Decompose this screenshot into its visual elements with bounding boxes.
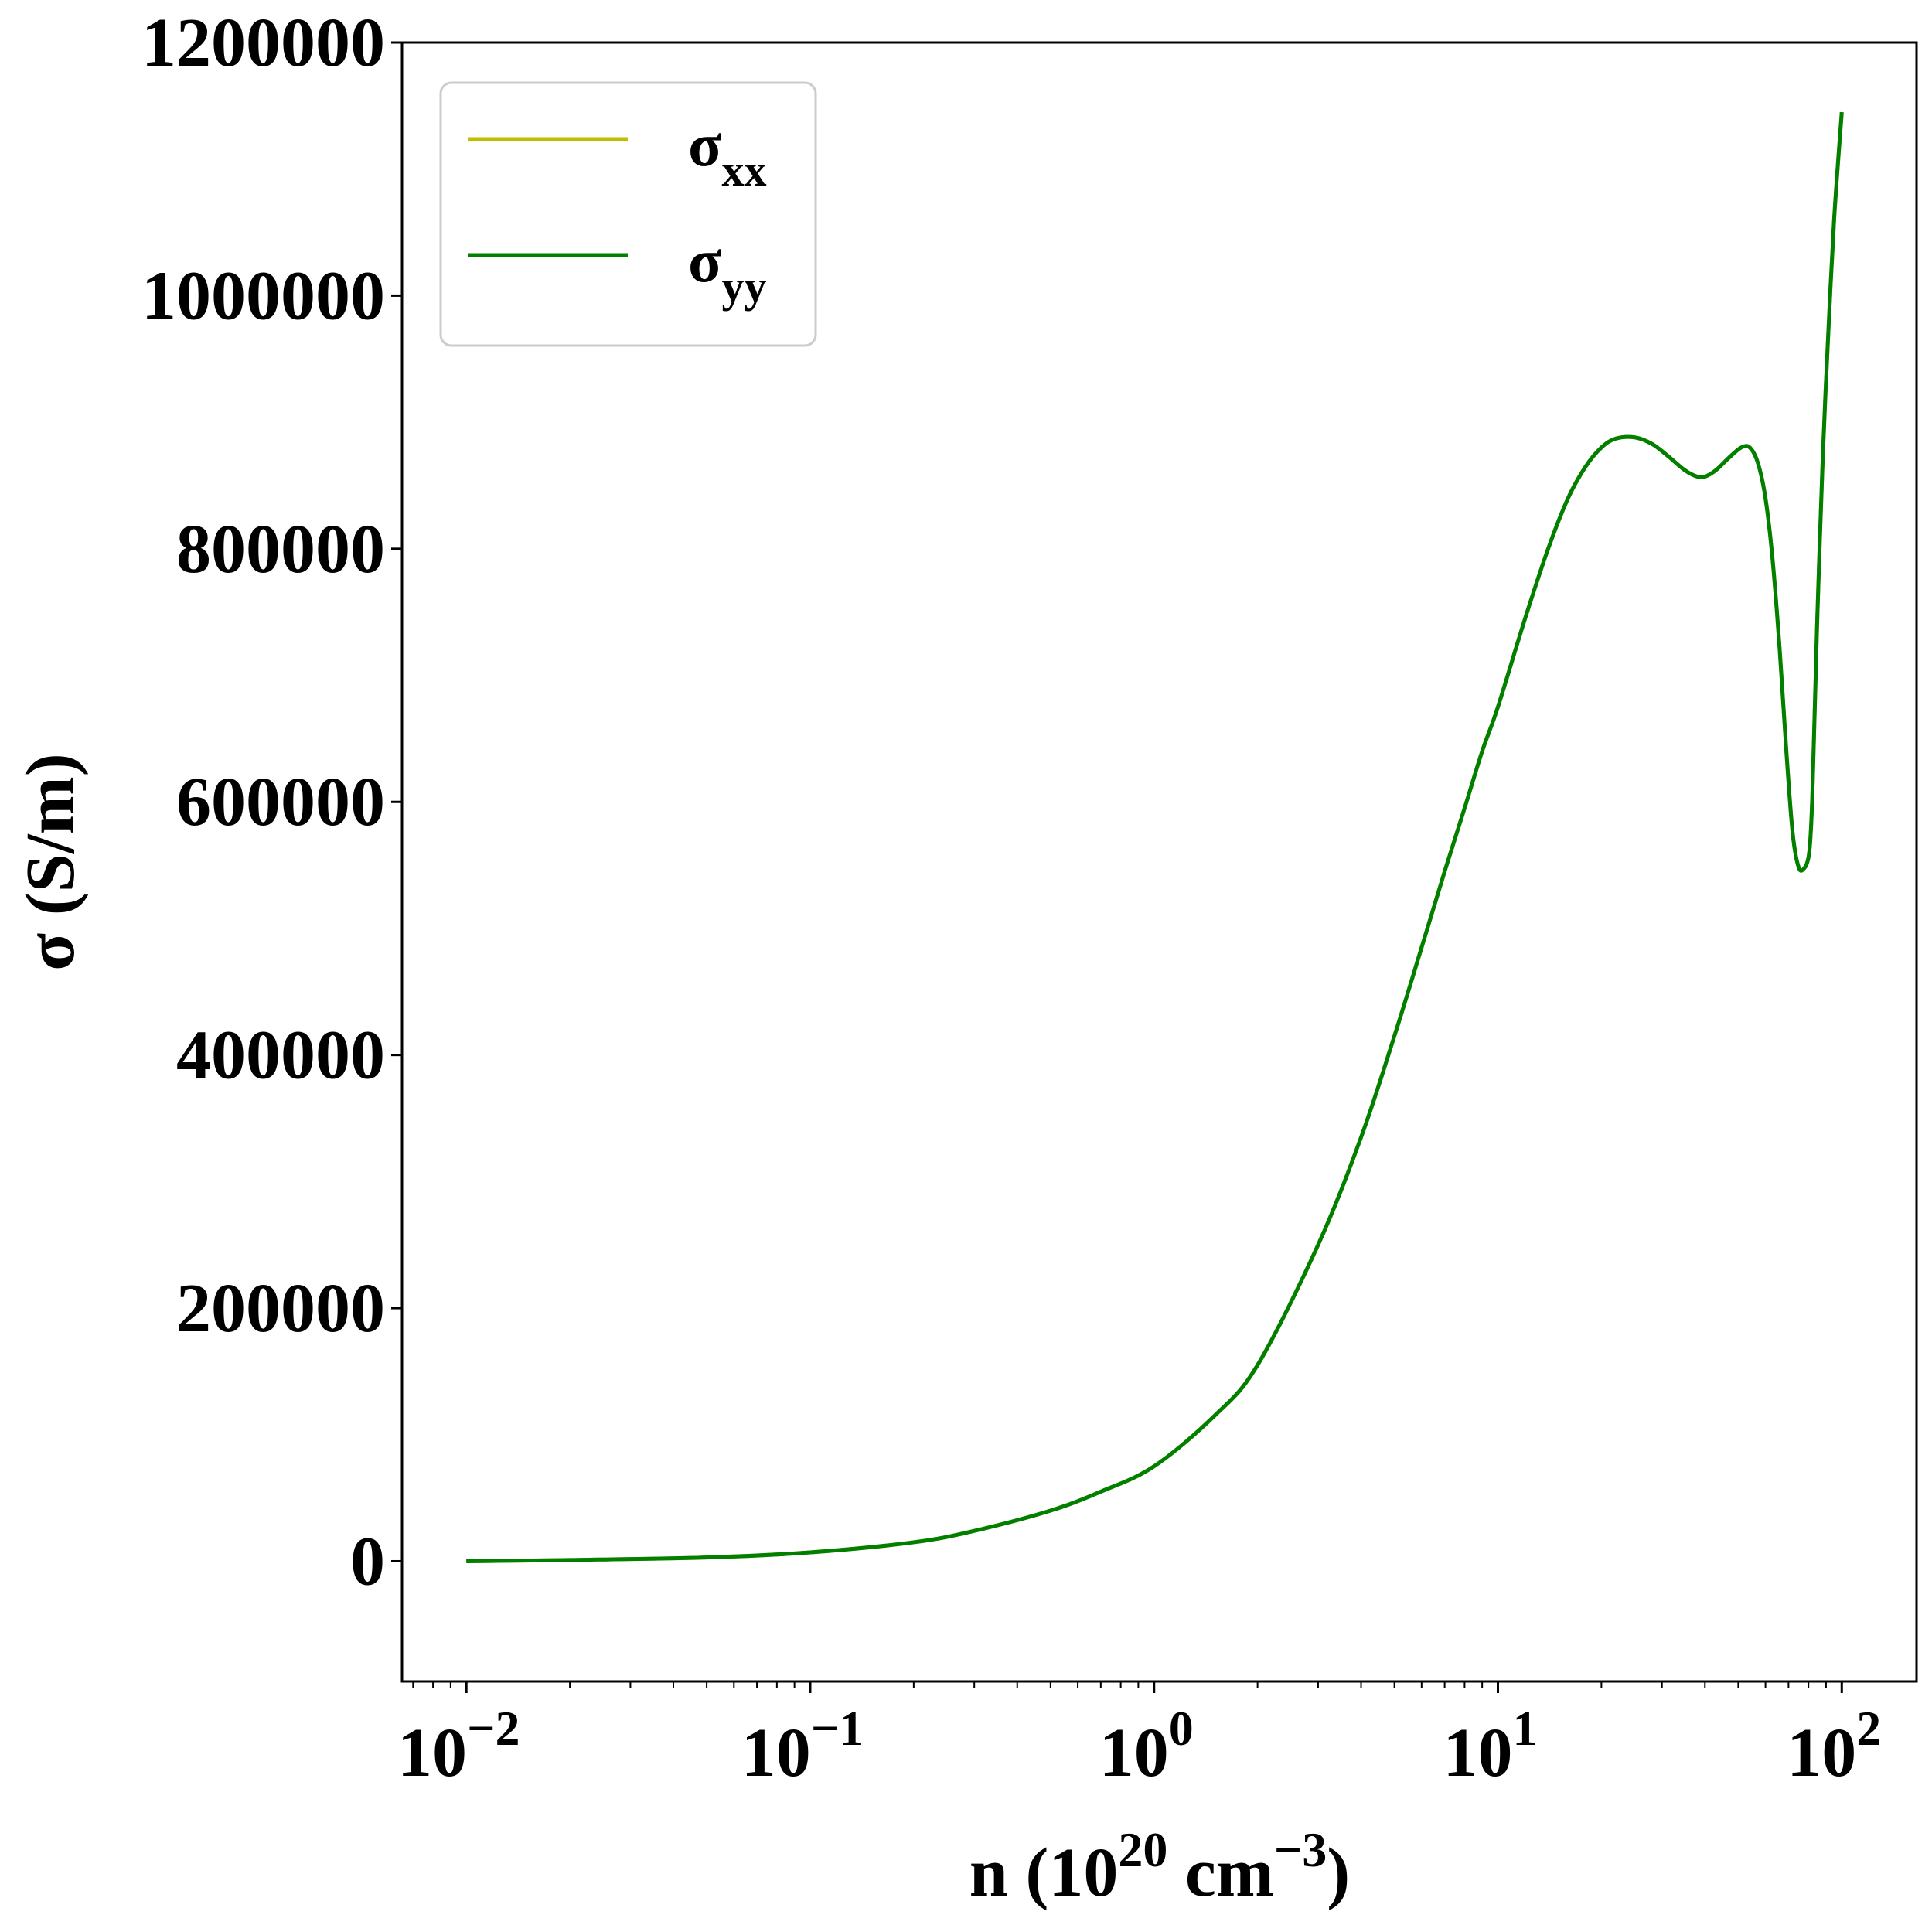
y-tick-label: 0: [350, 1523, 385, 1600]
legend-label-sigma-yy: σyy: [688, 227, 767, 312]
x-tick-label: 102: [1787, 1701, 1881, 1791]
axes-frame: [400, 41, 1918, 1683]
legend: σxx σyy: [439, 81, 817, 347]
x-tick-label: 10−1: [741, 1701, 864, 1791]
y-tick-label: 800000: [176, 511, 385, 588]
plot-area: [466, 111, 1844, 1563]
x-axis-title: n (1020 cm−3): [969, 1822, 1350, 1911]
y-tick-label: 400000: [176, 1017, 385, 1094]
x-tick-label: 100: [1099, 1701, 1194, 1791]
x-tick-label: 10−2: [397, 1701, 520, 1791]
x-tick-label: 101: [1443, 1701, 1538, 1791]
y-tick-label: 1000000: [141, 257, 385, 334]
y-axis-label: σ (S/m): [12, 753, 89, 970]
y-tick-label: 200000: [176, 1270, 385, 1347]
series-line-sigma-yy: [466, 111, 1844, 1563]
legend-label-sigma-xx: σxx: [688, 111, 767, 196]
y-axis-title: σ (S/m): [12, 753, 89, 970]
y-tick-label: 1200000: [141, 5, 385, 81]
legend-box: [439, 81, 817, 347]
x-axis: 10−2 10−1 100 101 102: [397, 1681, 1881, 1791]
y-axis: 0 200000 400000 600000 800000 1000000 1200000: [141, 5, 402, 1600]
y-tick-label: 600000: [176, 764, 385, 840]
